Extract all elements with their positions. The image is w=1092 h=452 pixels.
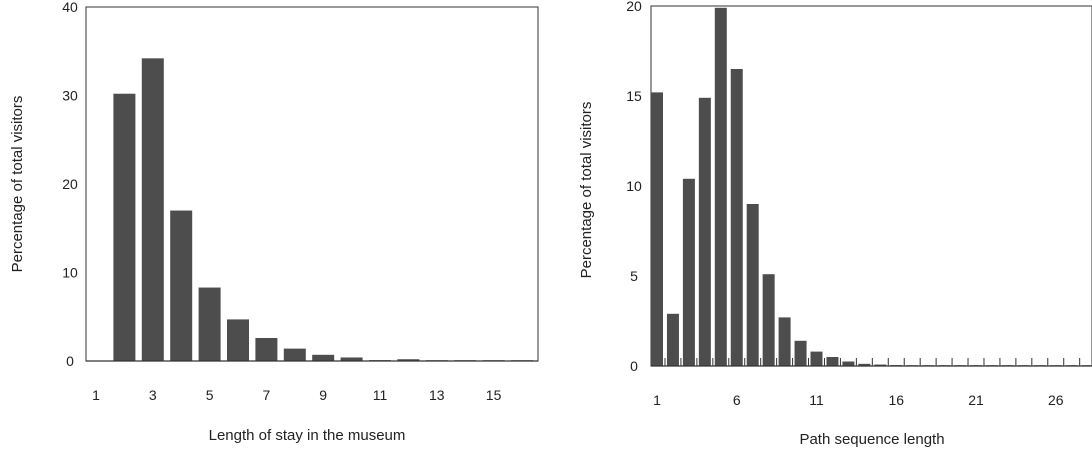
y-axis-label: Percentage of total visitors [9, 96, 26, 273]
bar [730, 69, 743, 366]
y-tick-label: 15 [626, 88, 642, 104]
bar [651, 92, 663, 367]
bar [198, 287, 221, 361]
chart-path-sequence-length: Percentage of total visitors Path sequen… [578, 0, 1092, 448]
y-axis-label: Percentage of total visitors [578, 102, 595, 279]
bar [141, 58, 164, 362]
y-tick-label: 10 [62, 265, 78, 281]
y-tick-label: 5 [630, 268, 638, 284]
y-tick-label: 40 [62, 0, 78, 15]
x-tick-label: 16 [888, 392, 904, 408]
y-tick-label: 30 [62, 88, 78, 104]
chart-length-of-stay: Percentage of total visitors Length of s… [9, 0, 539, 444]
y-tick-label: 20 [62, 176, 78, 192]
bar [698, 97, 711, 367]
y-tick-label: 10 [626, 178, 642, 194]
x-tick-label: 11 [809, 392, 824, 408]
y-tick-label: 20 [626, 0, 642, 14]
bar [682, 178, 695, 366]
x-tick-label: 7 [263, 387, 271, 403]
bar [312, 354, 335, 361]
x-tick-label: 1 [653, 392, 661, 408]
bar [340, 357, 363, 361]
bar [227, 319, 249, 361]
x-tick-label: 13 [429, 387, 445, 403]
x-tick-label: 26 [1048, 392, 1064, 408]
bar [170, 210, 193, 361]
bar [874, 364, 887, 366]
bar [842, 361, 855, 366]
y-tick-label: 0 [630, 358, 638, 374]
bar [778, 317, 791, 366]
bar [858, 363, 871, 366]
bar [810, 351, 823, 366]
x-tick-label: 1 [92, 387, 100, 403]
x-tick-label: 6 [733, 392, 741, 408]
bar [714, 7, 727, 367]
bar [255, 337, 278, 361]
x-tick-label: 21 [968, 392, 984, 408]
bar [397, 359, 420, 361]
bar [113, 93, 136, 361]
x-axis-label: Path sequence length [799, 431, 944, 448]
bar [762, 274, 775, 366]
x-tick-label: 5 [206, 387, 214, 403]
x-tick-label: 11 [373, 387, 388, 403]
x-axis-label: Length of stay in the museum [209, 427, 406, 444]
y-tick-label: 0 [66, 353, 74, 369]
x-tick-label: 3 [149, 387, 157, 403]
x-tick-label: 15 [486, 387, 502, 403]
bar [283, 348, 306, 361]
bar [746, 204, 759, 366]
bar [666, 313, 679, 366]
bar [794, 340, 807, 366]
x-tick-label: 9 [319, 387, 327, 403]
bar [826, 357, 839, 366]
